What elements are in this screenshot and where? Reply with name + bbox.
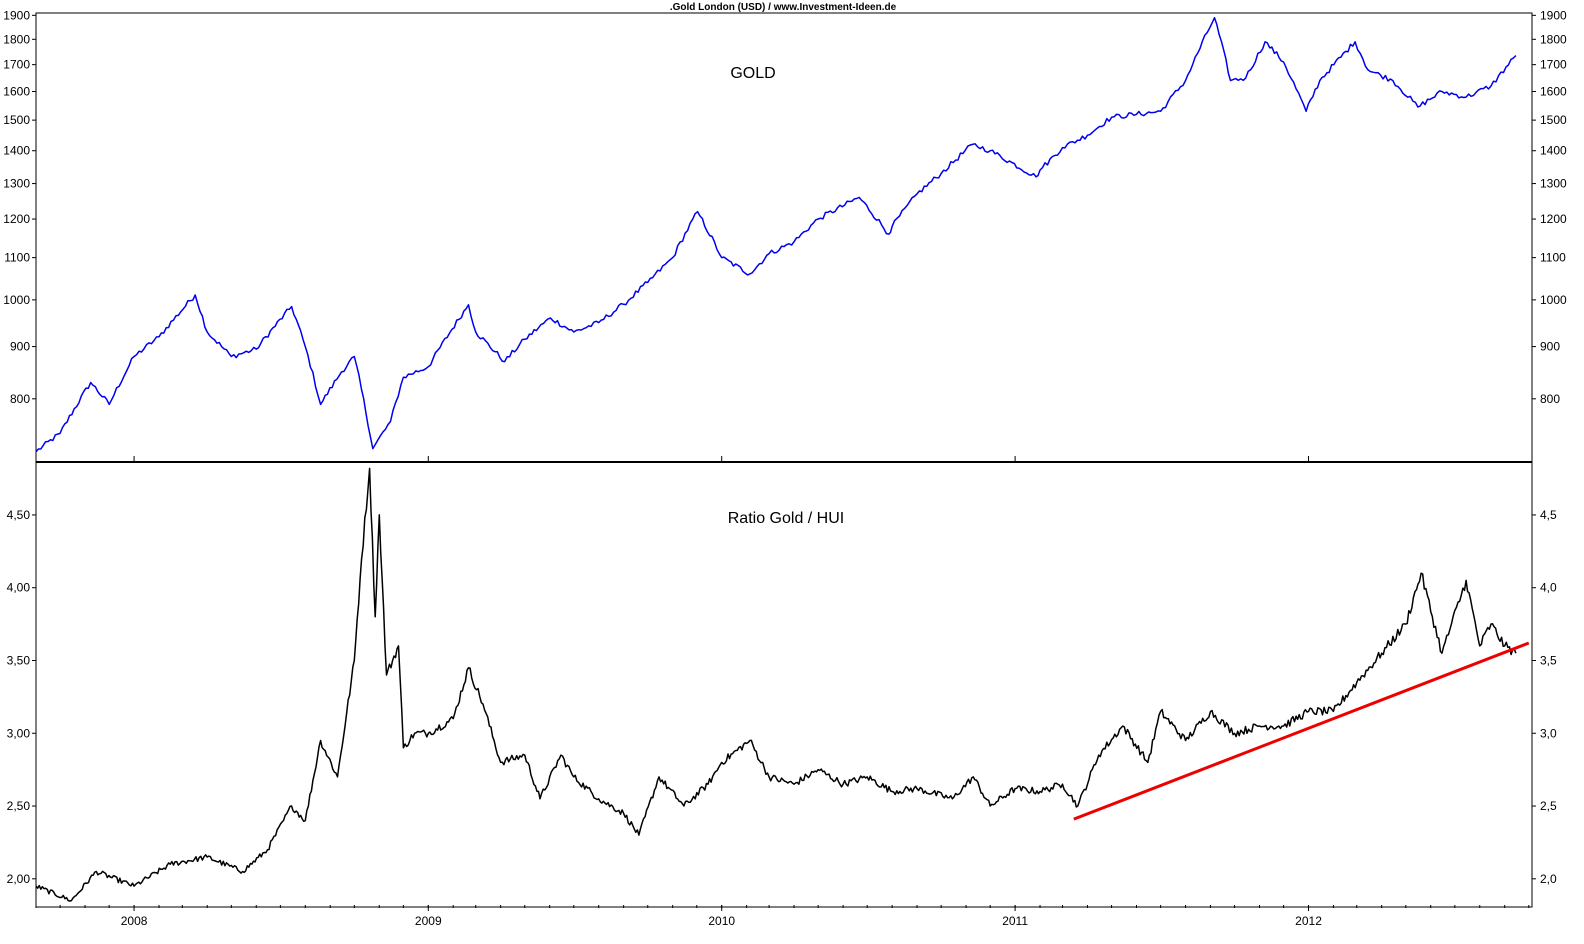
gold-y-tick-label-right: 1400 bbox=[1540, 144, 1567, 158]
gold-y-tick-label-left: 1500 bbox=[3, 113, 30, 127]
gold-y-tick-label-left: 1300 bbox=[3, 177, 30, 191]
gold-y-tick-label-left: 1900 bbox=[3, 8, 30, 22]
ratio-y-tick-label-left: 2,50 bbox=[7, 799, 31, 813]
gold-y-tick-label-right: 800 bbox=[1540, 392, 1560, 406]
gold-y-tick-label-left: 1400 bbox=[3, 144, 30, 158]
gold-y-tick-label-left: 800 bbox=[10, 392, 30, 406]
ratio-line bbox=[35, 467, 1517, 902]
ratio-y-tick-label-right: 4,0 bbox=[1540, 581, 1557, 595]
x-tick-label: 2011 bbox=[1002, 914, 1028, 928]
chart-header-title: .Gold London (USD) / www.Investment-Idee… bbox=[670, 2, 897, 13]
series-marks bbox=[35, 16, 1530, 902]
x-tick-label: 2012 bbox=[1295, 914, 1322, 928]
gold-y-tick-label-right: 900 bbox=[1540, 340, 1560, 354]
gold-y-tick-label-right: 1500 bbox=[1540, 113, 1567, 127]
gold-y-tick-label-left: 900 bbox=[10, 340, 30, 354]
gold-y-tick-label-right: 1600 bbox=[1540, 85, 1567, 99]
gold-y-tick-label-right: 1700 bbox=[1540, 58, 1567, 72]
gold-y-tick-label-right: 1000 bbox=[1540, 293, 1567, 307]
gold-y-tick-label-left: 1200 bbox=[3, 212, 30, 226]
ratio-y-tick-label-left: 4,00 bbox=[7, 581, 31, 595]
gold-y-tick-label-right: 1900 bbox=[1540, 8, 1567, 22]
gold-y-tick-label-left: 1700 bbox=[3, 58, 30, 72]
ratio-trendline bbox=[1073, 641, 1530, 821]
ratio-panel-title: Ratio Gold / HUI bbox=[728, 510, 844, 527]
ratio-y-tick-label-left: 3,50 bbox=[7, 653, 31, 667]
gold-panel-title: GOLD bbox=[730, 65, 775, 82]
gold-price-line bbox=[35, 16, 1517, 453]
ratio-y-tick-label-left: 4,50 bbox=[7, 508, 31, 522]
gold-y-tick-label-right: 1100 bbox=[1540, 251, 1566, 265]
ratio-y-tick-label-right: 2,5 bbox=[1540, 799, 1557, 813]
ratio-y-tick-label-right: 4,5 bbox=[1540, 508, 1557, 522]
ratio-y-tick-label-left: 3,00 bbox=[7, 726, 31, 740]
ratio-y-tick-label-right: 3,0 bbox=[1540, 726, 1557, 740]
gold-y-tick-label-left: 1800 bbox=[3, 32, 30, 46]
ratio-y-tick-label-left: 2,00 bbox=[7, 872, 31, 886]
gold-y-tick-label-right: 1300 bbox=[1540, 177, 1567, 191]
gold-y-tick-label-left: 1600 bbox=[3, 85, 30, 99]
x-tick-label: 2008 bbox=[121, 914, 148, 928]
x-tick-label: 2009 bbox=[415, 914, 442, 928]
axes: 800 800 900 900 1000 1000 1100 1100 1200 1200 1300… bbox=[3, 8, 1567, 928]
gold-y-tick-label-left: 1000 bbox=[3, 293, 30, 307]
x-tick-label: 2010 bbox=[708, 914, 735, 928]
ratio-y-tick-label-right: 3,5 bbox=[1540, 653, 1557, 667]
ratio-y-tick-label-right: 2,0 bbox=[1540, 872, 1557, 886]
gold-y-tick-label-right: 1200 bbox=[1540, 212, 1567, 226]
gold-y-tick-label-left: 1100 bbox=[4, 251, 30, 265]
gold-y-tick-label-right: 1800 bbox=[1540, 32, 1567, 46]
